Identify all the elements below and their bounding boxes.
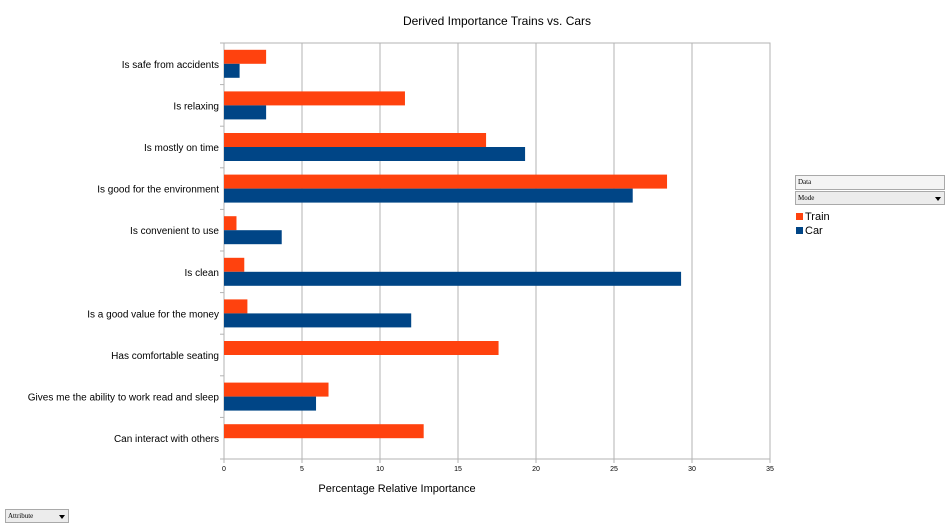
bar-train xyxy=(224,133,487,147)
x-tick-label: 10 xyxy=(376,466,384,473)
data-field-label: Data xyxy=(798,178,812,186)
mode-field-dropdown[interactable]: Mode xyxy=(795,191,945,205)
category-label: Is mostly on time xyxy=(144,143,219,154)
data-field-button[interactable]: Data xyxy=(795,175,945,190)
legend-label-train: Train xyxy=(805,211,830,223)
category-label: Is good for the environment xyxy=(97,185,219,196)
x-tick-label: 25 xyxy=(610,466,618,473)
x-tick-label: 0 xyxy=(222,466,226,473)
legend-label-car: Car xyxy=(805,225,823,237)
bar-train xyxy=(224,424,424,439)
bar-train xyxy=(224,299,248,314)
x-axis-label: Percentage Relative Importance xyxy=(318,483,476,495)
category-label: Gives me the ability to work read and sl… xyxy=(28,393,220,404)
bar-train xyxy=(224,382,329,397)
chevron-down-icon xyxy=(935,197,941,201)
category-label: Can interact with others xyxy=(114,434,219,445)
bar-car xyxy=(224,396,317,411)
legend-item-car: Car xyxy=(796,225,823,237)
x-tick-label: 20 xyxy=(532,466,540,473)
x-tick-label: 35 xyxy=(766,466,774,473)
bar-car xyxy=(224,105,267,120)
bar-car xyxy=(224,63,240,78)
bar-car xyxy=(224,147,526,161)
category-label: Is convenient to use xyxy=(130,226,219,237)
bar-train xyxy=(224,174,668,189)
legend-swatch-car xyxy=(796,227,803,234)
category-label: Is safe from accidents xyxy=(122,60,219,71)
x-tick-label: 15 xyxy=(454,466,462,473)
x-tick-label: 5 xyxy=(300,466,304,473)
category-label: Is relaxing xyxy=(173,101,219,112)
bar-train xyxy=(224,216,237,231)
bar-car xyxy=(224,188,633,203)
bar-car xyxy=(224,230,282,245)
chevron-down-icon xyxy=(59,515,65,519)
attribute-field-dropdown[interactable]: Attribute xyxy=(5,509,69,523)
bar-car xyxy=(224,271,682,286)
legend-swatch-train xyxy=(796,213,803,220)
category-label: Is clean xyxy=(185,268,219,279)
x-tick-label: 30 xyxy=(688,466,696,473)
bar-train xyxy=(224,341,499,355)
attribute-field-label: Attribute xyxy=(8,512,34,520)
bar-car xyxy=(224,313,412,328)
legend-item-train: Train xyxy=(796,211,830,223)
bar-train xyxy=(224,91,405,106)
category-label: Is a good value for the money xyxy=(87,309,219,320)
bar-train xyxy=(224,49,267,64)
bar-train xyxy=(224,257,245,272)
chart-title: Derived Importance Trains vs. Cars xyxy=(402,14,592,28)
mode-field-label: Mode xyxy=(798,194,815,202)
category-label: Has comfortable seating xyxy=(111,351,219,362)
